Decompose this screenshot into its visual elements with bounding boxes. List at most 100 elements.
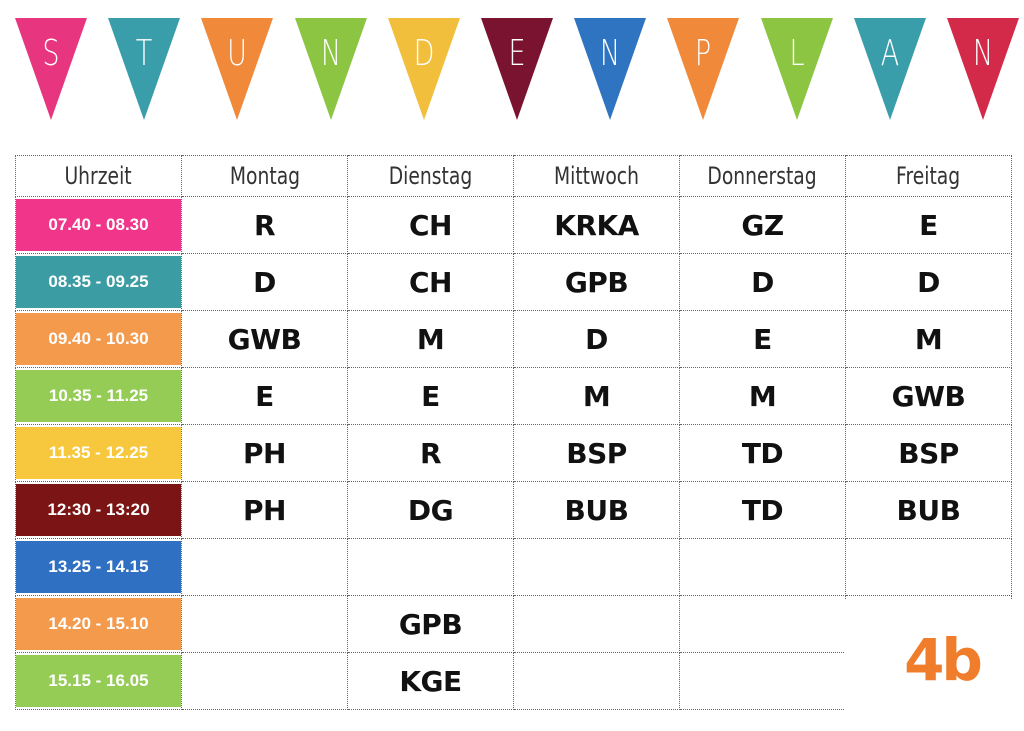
corner-gap [845,600,1024,731]
subject-cell-monday [181,652,348,710]
pennant-letter: N [972,33,994,74]
time-cell: 11.35 - 12.25 [15,424,182,482]
pennant-10: A [853,18,926,120]
time-slot-label: 12:30 - 13:20 [16,484,181,536]
subject-cell-wednesday: GPB [513,253,680,311]
header-monday: Montag [181,155,348,197]
time-cell: 12:30 - 13:20 [15,481,182,539]
subject-cell-friday: D [845,253,1012,311]
subject-cell-monday: PH [181,424,348,482]
subject-cell-thursday: TD [679,424,846,482]
subject-cell-wednesday [513,652,680,710]
subject-cell-wednesday: M [513,367,680,425]
period-row: 07.40 - 08.30 R CH KRKA GZ E [15,196,1012,254]
time-cell: 13.25 - 14.15 [15,538,182,596]
subject-cell-tuesday: E [347,367,514,425]
subject-cell-wednesday: D [513,310,680,368]
subject-cell-tuesday: DG [347,481,514,539]
period-row: 15.15 - 16.05 KGE [15,652,1012,710]
pennant-3: U [201,18,274,120]
pennant-letter: A [880,33,900,74]
subject-cell-friday: GWB [845,367,1012,425]
subject-cell-thursday: M [679,367,846,425]
period-row: 10.35 - 11.25 E E M M GWB [15,367,1012,425]
pennant-11: N [947,18,1019,120]
subject-cell-monday: R [181,196,348,254]
pennant-2: T [108,18,181,120]
subject-cell-thursday: E [679,310,846,368]
time-slot-label: 09.40 - 10.30 [16,313,181,365]
subject-cell-wednesday: BUB [513,481,680,539]
header-time: Uhrzeit [15,155,182,197]
pennant-1: S [15,18,87,120]
pennant-letter: D [413,33,435,74]
pennant-4: N [294,18,367,120]
time-cell: 15.15 - 16.05 [15,652,182,710]
subject-cell-monday: PH [181,481,348,539]
subject-cell-wednesday [513,538,680,596]
header-row: Uhrzeit Montag Dienstag Mittwoch Donners… [15,155,1012,197]
time-slot-label: 08.35 - 09.25 [16,256,181,308]
pennant-5: D [387,18,460,120]
pennant-letter: E [508,33,526,74]
subject-cell-friday: BUB [845,481,1012,539]
subject-cell-tuesday: M [347,310,514,368]
class-logo: 4b [904,626,983,694]
period-row: 12:30 - 13:20 PH DG BUB TD BUB [15,481,1012,539]
subject-cell-friday: E [845,196,1012,254]
subject-cell-tuesday: CH [347,196,514,254]
period-row: 13.25 - 14.15 [15,538,1012,596]
subject-cell-monday: E [181,367,348,425]
header-thursday: Donnerstag [679,155,846,197]
period-row: 08.35 - 09.25 D CH GPB D D [15,253,1012,311]
time-cell: 10.35 - 11.25 [15,367,182,425]
subject-cell-monday [181,538,348,596]
subject-cell-monday: D [181,253,348,311]
subject-cell-wednesday [513,595,680,653]
pennant-8: P [667,18,740,120]
header-friday: Freitag [845,155,1012,197]
subject-cell-monday: GWB [181,310,348,368]
time-slot-label: 10.35 - 11.25 [16,370,181,422]
time-slot-label: 15.15 - 16.05 [16,655,181,707]
pennant-letter: N [600,33,621,74]
pennant-letter: U [227,33,248,74]
header-tuesday: Dienstag [347,155,514,197]
header-wednesday: Mittwoch [513,155,680,197]
subject-cell-friday: M [845,310,1012,368]
pennant-letter: P [695,33,712,74]
subject-cell-tuesday: KGE [347,652,514,710]
period-row: 09.40 - 10.30 GWB M D E M [15,310,1012,368]
subject-cell-tuesday: CH [347,253,514,311]
pennant-6: E [481,18,553,120]
time-slot-label: 11.35 - 12.25 [16,427,181,479]
period-row: 11.35 - 12.25 PH R BSP TD BSP [15,424,1012,482]
subject-cell-thursday [679,538,846,596]
timetable: Uhrzeit Montag Dienstag Mittwoch Donners… [15,155,1012,710]
pennant-letter: T [135,33,153,74]
subject-cell-wednesday: KRKA [513,196,680,254]
subject-cell-friday: BSP [845,424,1012,482]
subject-cell-thursday: D [679,253,846,311]
subject-cell-tuesday: R [347,424,514,482]
subject-cell-thursday: TD [679,481,846,539]
time-cell: 09.40 - 10.30 [15,310,182,368]
time-slot-label: 13.25 - 14.15 [16,541,181,593]
subject-cell-monday [181,595,348,653]
subject-cell-wednesday: BSP [513,424,680,482]
pennant-letter: L [789,33,805,74]
time-cell: 07.40 - 08.30 [15,196,182,254]
pennant-letter: N [320,33,341,74]
subject-cell-thursday [679,595,846,653]
time-cell: 14.20 - 15.10 [15,595,182,653]
pennant-letter: S [42,33,60,74]
time-slot-label: 07.40 - 08.30 [16,199,181,251]
subject-cell-tuesday [347,538,514,596]
subject-cell-thursday [679,652,846,710]
subject-cell-tuesday: GPB [347,595,514,653]
pennant-7: N [574,18,647,120]
time-slot-label: 14.20 - 15.10 [16,598,181,650]
subject-cell-friday [845,538,1012,596]
time-cell: 08.35 - 09.25 [15,253,182,311]
